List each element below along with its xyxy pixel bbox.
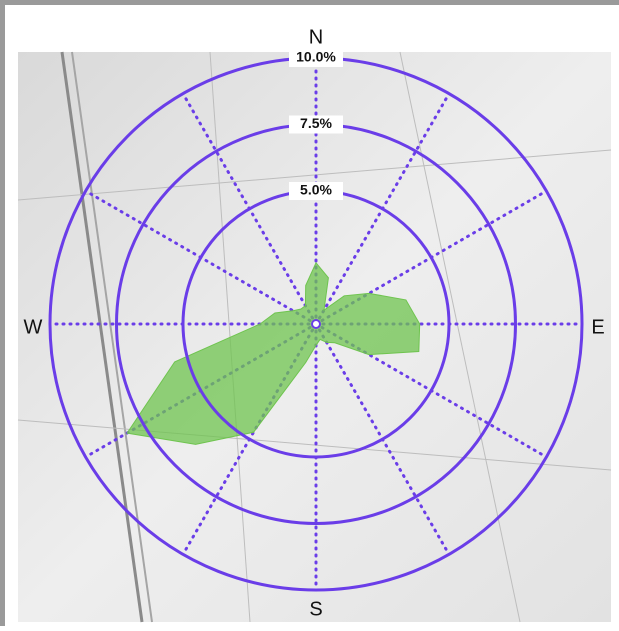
chart: N E S W 5.0% 7.5% 10.0% [0, 0, 619, 626]
page: {"chart_data": {"type": "polar", "theta"… [0, 0, 619, 626]
frame-top [0, 0, 619, 5]
direction-label: E [591, 316, 604, 338]
center-marker [312, 320, 320, 328]
direction-label: N [309, 26, 323, 48]
ring-label: 5.0% [300, 182, 332, 198]
direction-label: S [309, 598, 322, 620]
ring-label: 10.0% [296, 49, 336, 65]
ring-label: 7.5% [300, 115, 332, 131]
frame-left [0, 0, 5, 626]
direction-label: W [24, 316, 43, 338]
